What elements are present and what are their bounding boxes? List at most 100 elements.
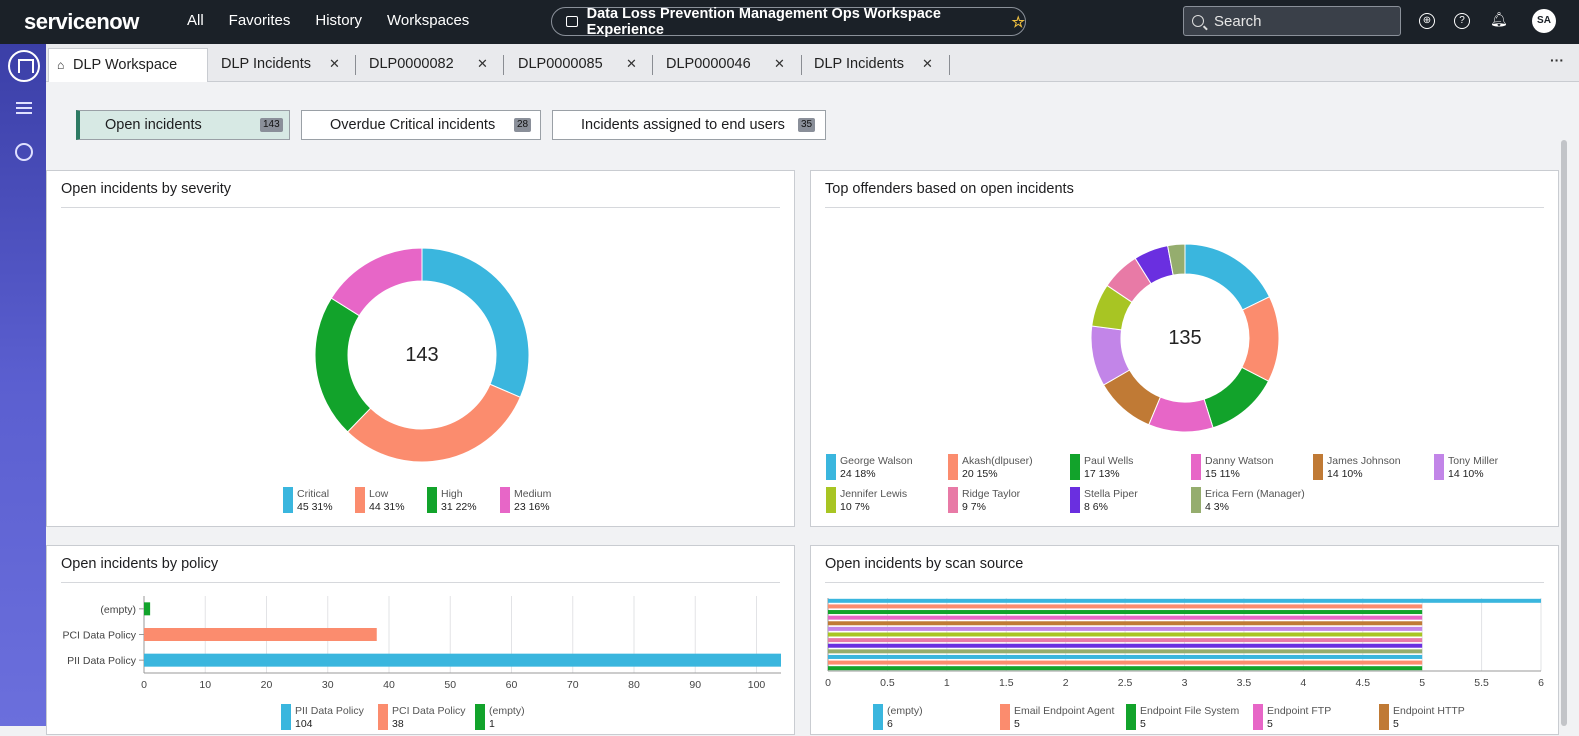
offenders-card: Top offenders based on open incidents 13… (810, 170, 1559, 527)
bar (828, 643, 1423, 648)
legend-swatch-tony-miller (1434, 454, 1444, 480)
close-tab-icon[interactable]: ✕ (922, 56, 933, 71)
legend-value-james-johnson: 14 10% (1327, 468, 1363, 480)
x-tick-label: 3 (1182, 677, 1188, 689)
user-avatar[interactable]: SA (1532, 9, 1556, 33)
bar (828, 626, 1423, 631)
legend-value-akash-dlpuser-: 20 15% (962, 468, 998, 480)
workspace-title-pill[interactable]: Data Loss Prevention Management Ops Work… (551, 5, 1026, 38)
home-icon[interactable] (8, 50, 40, 82)
legend-value-pci-data-policy: 38 (392, 718, 404, 730)
legend-swatch-stella-piper (1070, 487, 1080, 513)
legend-value-erica-fern-manager-: 4 3% (1205, 501, 1229, 513)
donut-center-total: 143 (405, 344, 438, 366)
legend-label-ridge-taylor: Ridge Taylor (962, 488, 1021, 500)
legend-value-stella-piper: 8 6% (1084, 501, 1108, 513)
count-badge: 35 (798, 118, 816, 132)
tab-dlp0000082[interactable]: DLP0000082 ✕ (369, 48, 494, 82)
divider (61, 582, 780, 583)
more-tabs-icon[interactable]: ··· (1550, 52, 1564, 68)
bar (828, 666, 1423, 671)
legend-value-critical: 45 31% (297, 501, 333, 513)
donut-slice-paul-wells (1203, 366, 1270, 429)
legend-swatch-james-johnson (1313, 454, 1323, 480)
donut-slice-erica-fern-manager- (1167, 243, 1186, 276)
legend-swatch-erica-fern-manager- (1191, 487, 1201, 513)
list-icon[interactable] (16, 102, 32, 114)
top-navigation-bar: servicenow All Favorites History Workspa… (0, 0, 1579, 44)
legend-value-endpoint-file-system: 5 (1140, 718, 1146, 730)
legend-label-medium: Medium (514, 488, 552, 500)
donut-slice-medium (330, 247, 423, 317)
legend-swatch-email-endpoint-agent (1000, 704, 1010, 730)
legend-value-ridge-taylor: 9 7% (962, 501, 986, 513)
x-tick-label: 80 (628, 679, 640, 691)
x-tick-label: 5 (1419, 677, 1425, 689)
legend-label--empty-: (empty) (489, 705, 525, 717)
bar (828, 610, 1423, 615)
close-tab-icon[interactable]: ✕ (774, 56, 785, 71)
filter-assigned-end-users[interactable]: Incidents assigned to end users 35 (552, 110, 826, 140)
y-tick-label: PCI Data Policy (62, 630, 136, 642)
legend-value-george-walson: 24 18% (840, 468, 876, 480)
legend-swatch-endpoint-http (1379, 704, 1389, 730)
search-icon (1192, 15, 1204, 27)
help-icon[interactable]: ? (1454, 13, 1470, 29)
tab-dlp-incidents-2[interactable]: DLP Incidents ✕ (814, 48, 939, 82)
filter-label: Incidents assigned to end users (581, 117, 785, 133)
tab-dlp-workspace[interactable]: ⌂ DLP Workspace (48, 48, 208, 82)
page-scrollbar[interactable] (1561, 140, 1567, 726)
close-tab-icon[interactable]: ✕ (626, 56, 637, 71)
bar (828, 654, 1423, 659)
nav-all[interactable]: All (187, 12, 204, 29)
tab-dlp0000085[interactable]: DLP0000085 ✕ (518, 48, 643, 82)
donut-slice-akash-dlpuser- (1241, 296, 1280, 382)
x-tick-label: 6 (1538, 677, 1544, 689)
tab-label: DLP Workspace (73, 57, 178, 73)
legend-value-medium: 23 16% (514, 501, 550, 513)
x-tick-label: 5.5 (1474, 677, 1489, 689)
global-search-input[interactable]: Search (1183, 6, 1401, 36)
donut-slice-high (314, 297, 372, 433)
analytics-icon[interactable] (15, 143, 33, 161)
left-rail (0, 44, 46, 726)
tab-divider (652, 55, 653, 75)
bar (828, 660, 1423, 665)
donut-slice-critical (421, 247, 530, 398)
legend-label-tony-miller: Tony Miller (1448, 455, 1499, 467)
tab-divider (503, 55, 504, 75)
nav-history[interactable]: History (315, 12, 363, 29)
card-title: Open incidents by scan source (825, 556, 1024, 572)
filter-open-incidents[interactable]: Open incidents 143 (76, 110, 290, 140)
main-nav: All Favorites History Workspaces (187, 12, 494, 29)
legend-value-pii-data-policy: 104 (295, 718, 313, 730)
notification-bell-icon[interactable]: 🔔︎ (1490, 11, 1508, 27)
legend-swatch-high (427, 487, 437, 513)
donut-slice-low (346, 383, 521, 463)
tab-dlp-incidents-1[interactable]: DLP Incidents ✕ (221, 48, 346, 82)
legend-label-endpoint-file-system: Endpoint File System (1140, 705, 1239, 717)
servicenow-logo[interactable]: servicenow (24, 9, 139, 34)
tab-label: DLP Incidents (814, 56, 905, 72)
legend-label-pci-data-policy: PCI Data Policy (392, 705, 466, 717)
favorite-star-icon[interactable]: ☆ (1011, 13, 1025, 31)
legend-swatch-critical (283, 487, 293, 513)
divider (825, 582, 1544, 583)
nav-workspaces[interactable]: Workspaces (387, 12, 470, 29)
legend-label-james-johnson: James Johnson (1327, 455, 1401, 467)
close-tab-icon[interactable]: ✕ (329, 56, 340, 71)
close-tab-icon[interactable]: ✕ (477, 56, 488, 71)
tab-dlp0000046[interactable]: DLP0000046 ✕ (666, 48, 791, 82)
legend-swatch-akash-dlpuser- (948, 454, 958, 480)
donut-slice-george-walson (1184, 243, 1271, 311)
legend-label-endpoint-http: Endpoint HTTP (1393, 705, 1465, 717)
workspace-title: Data Loss Prevention Management Ops Work… (586, 5, 941, 38)
globe-icon[interactable]: ⊕ (1419, 13, 1435, 29)
legend-swatch-pii-data-policy (281, 704, 291, 730)
count-badge: 28 (514, 118, 532, 132)
filter-overdue-critical[interactable]: Overdue Critical incidents 28 (301, 110, 541, 140)
nav-favorites[interactable]: Favorites (228, 12, 291, 29)
bar (828, 615, 1423, 620)
